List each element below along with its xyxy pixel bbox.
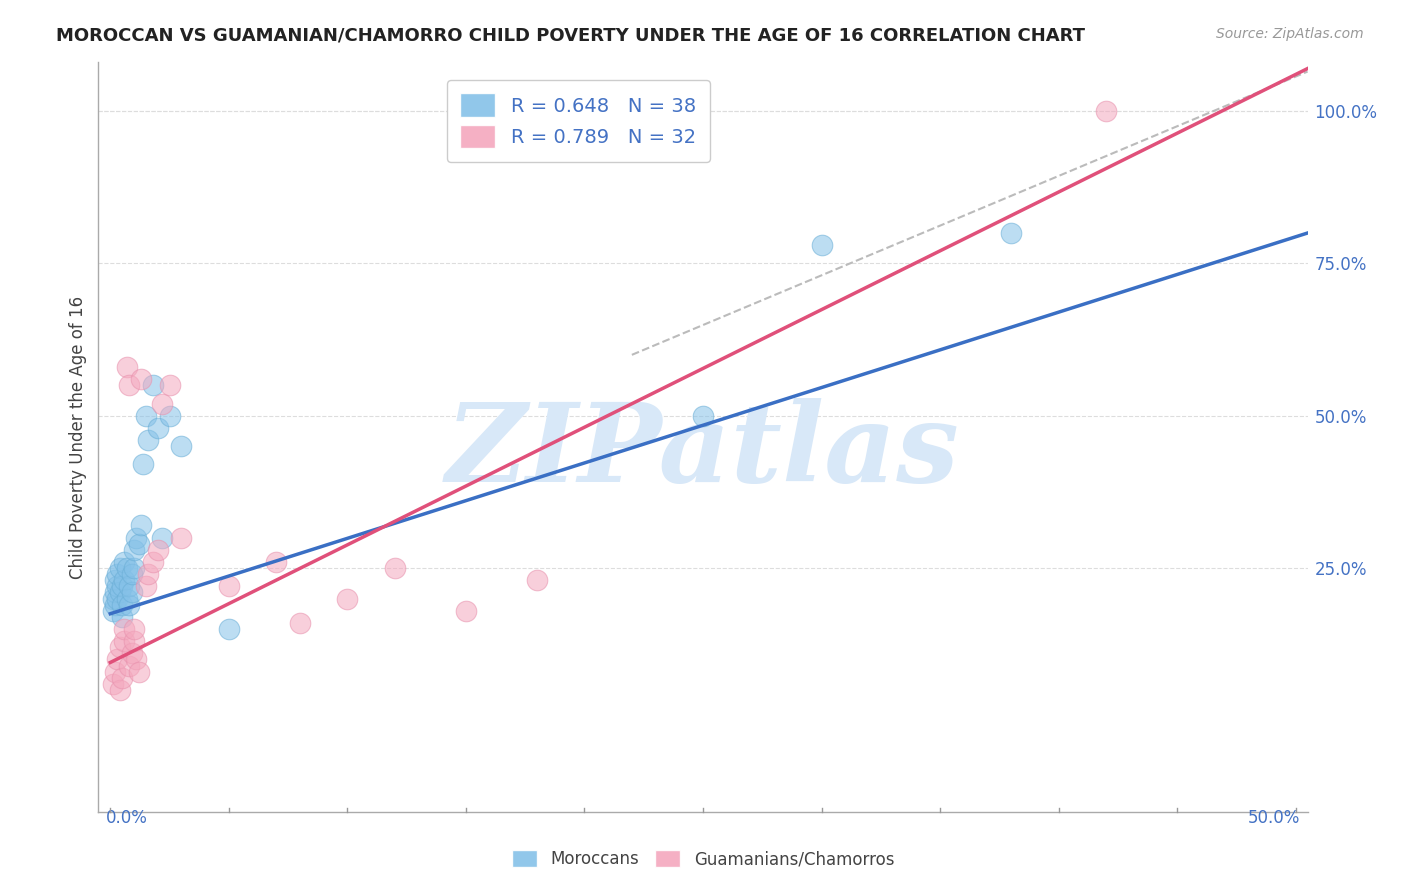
Point: [264, 555, 287, 569]
Point: [132, 458, 155, 472]
Point: [108, 585, 131, 599]
Point: [101, 604, 124, 618]
Point: [121, 646, 143, 660]
Point: [121, 567, 143, 582]
Point: [111, 609, 134, 624]
Point: [115, 591, 138, 606]
Point: [104, 598, 127, 612]
Point: [336, 591, 359, 606]
Text: 0.0%: 0.0%: [105, 809, 148, 827]
Legend: R = 0.648   N = 38, R = 0.789   N = 32: R = 0.648 N = 38, R = 0.789 N = 32: [447, 79, 710, 162]
Point: [129, 518, 152, 533]
Point: [105, 652, 128, 666]
Point: [118, 658, 141, 673]
Point: [105, 567, 128, 582]
Point: [101, 591, 124, 606]
Point: [128, 537, 150, 551]
Point: [111, 579, 134, 593]
Point: [135, 409, 157, 423]
Point: [115, 561, 138, 575]
Point: [125, 652, 148, 666]
Point: [170, 531, 193, 545]
Point: [146, 542, 169, 557]
Point: [114, 555, 136, 569]
Point: [122, 542, 145, 557]
Point: [115, 359, 138, 374]
Point: [114, 573, 136, 587]
Point: [146, 421, 169, 435]
Point: [121, 585, 143, 599]
Point: [104, 665, 127, 679]
Point: [152, 531, 174, 545]
Point: [218, 579, 240, 593]
Text: MOROCCAN VS GUAMANIAN/CHAMORRO CHILD POVERTY UNDER THE AGE OF 16 CORRELATION CHA: MOROCCAN VS GUAMANIAN/CHAMORRO CHILD POV…: [56, 27, 1085, 45]
Point: [526, 573, 548, 587]
Point: [101, 677, 124, 691]
Point: [159, 409, 181, 423]
Point: [111, 598, 134, 612]
Point: [136, 433, 159, 447]
Point: [105, 579, 128, 593]
Text: ZIPatlas: ZIPatlas: [446, 399, 960, 506]
Point: [1095, 104, 1118, 119]
Point: [122, 634, 145, 648]
Point: [108, 682, 131, 697]
Point: [810, 238, 832, 252]
Point: [142, 555, 165, 569]
Point: [142, 378, 165, 392]
Point: [105, 591, 128, 606]
Point: [118, 378, 141, 392]
Point: [152, 396, 174, 410]
Point: [218, 622, 240, 636]
Point: [692, 409, 714, 423]
Point: [159, 378, 181, 392]
Point: [118, 579, 141, 593]
Point: [114, 634, 136, 648]
Point: [129, 372, 152, 386]
Point: [384, 561, 406, 575]
Text: Source: ZipAtlas.com: Source: ZipAtlas.com: [1216, 27, 1364, 41]
Text: 50.0%: 50.0%: [1249, 809, 1301, 827]
Point: [114, 622, 136, 636]
Point: [118, 598, 141, 612]
Point: [108, 561, 131, 575]
Point: [1000, 226, 1022, 240]
Point: [104, 585, 127, 599]
Legend: Moroccans, Guamanians/Chamorros: Moroccans, Guamanians/Chamorros: [505, 843, 901, 875]
Point: [135, 579, 157, 593]
Point: [125, 531, 148, 545]
Point: [170, 439, 193, 453]
Point: [122, 561, 145, 575]
Point: [104, 573, 127, 587]
Point: [122, 622, 145, 636]
Point: [136, 567, 159, 582]
Y-axis label: Child Poverty Under the Age of 16: Child Poverty Under the Age of 16: [69, 295, 87, 579]
Point: [288, 615, 311, 630]
Point: [111, 671, 134, 685]
Point: [454, 604, 477, 618]
Point: [128, 665, 150, 679]
Point: [108, 640, 131, 655]
